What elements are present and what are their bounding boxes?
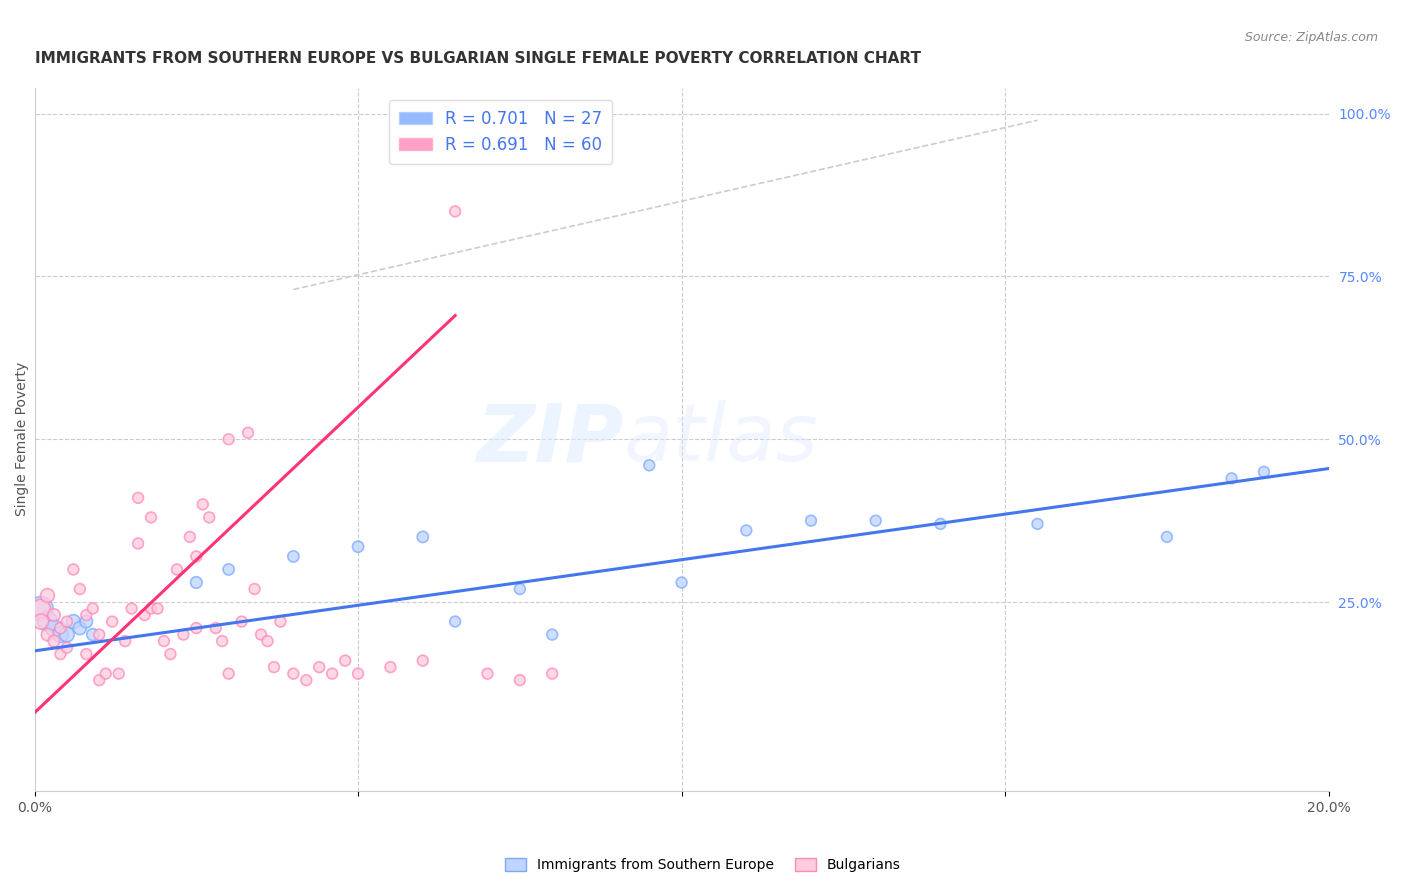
Point (250, 627, 273, 641)
Point (204, 621, 226, 635)
Point (49, 621, 72, 635)
Point (89, 673, 111, 688)
Legend: Immigrants from Southern Europe, Bulgarians: Immigrants from Southern Europe, Bulgari… (499, 853, 907, 878)
Point (333, 654, 356, 668)
Point (231, 615, 253, 629)
Point (243, 582, 266, 596)
Point (89, 627, 111, 641)
Point (134, 608, 156, 623)
Point (166, 562, 188, 576)
Point (186, 575, 208, 590)
Point (269, 615, 291, 629)
Point (191, 497, 214, 511)
Point (186, 621, 208, 635)
Point (56, 615, 79, 629)
Point (69, 582, 91, 596)
Point (139, 510, 162, 524)
Point (121, 601, 143, 615)
Point (1026, 516, 1049, 531)
Point (671, 575, 693, 590)
Point (263, 660, 285, 674)
Point (218, 432, 240, 446)
Point (347, 540, 370, 554)
Point (49, 627, 72, 641)
Point (509, 673, 531, 688)
Point (179, 530, 201, 544)
Text: ZIP: ZIP (477, 401, 623, 478)
Text: IMMIGRANTS FROM SOUTHERN EUROPE VS BULGARIAN SINGLE FEMALE POVERTY CORRELATION C: IMMIGRANTS FROM SOUTHERN EUROPE VS BULGA… (35, 51, 921, 66)
Point (1253, 465, 1275, 479)
Point (1156, 530, 1178, 544)
Point (42, 608, 65, 623)
Point (218, 562, 240, 576)
Point (139, 601, 162, 615)
Point (865, 514, 887, 528)
Point (347, 666, 370, 681)
Point (198, 510, 221, 524)
Point (56, 640, 79, 655)
Point (127, 491, 149, 505)
Point (69, 621, 91, 635)
Point (37, 627, 59, 641)
Point (412, 530, 434, 544)
Point (146, 601, 169, 615)
Point (49, 647, 72, 661)
Point (94, 666, 117, 681)
Point (444, 204, 467, 219)
Point (159, 647, 181, 661)
Point (283, 666, 305, 681)
Point (444, 615, 467, 629)
Point (321, 666, 343, 681)
Point (541, 666, 564, 681)
Point (308, 660, 330, 674)
Point (42, 621, 65, 635)
Point (800, 514, 823, 528)
Point (380, 660, 402, 674)
Point (256, 634, 278, 648)
Point (172, 627, 194, 641)
Point (295, 673, 318, 688)
Point (37, 615, 59, 629)
Point (114, 634, 136, 648)
Point (283, 549, 305, 564)
Point (412, 654, 434, 668)
Point (107, 666, 129, 681)
Point (62, 562, 84, 576)
Point (127, 536, 149, 550)
Point (75, 647, 97, 661)
Point (541, 627, 564, 641)
Point (30, 615, 52, 629)
Y-axis label: Single Female Poverty: Single Female Poverty (15, 362, 30, 516)
Point (929, 516, 952, 531)
Point (56, 627, 79, 641)
Legend: R = 0.701   N = 27, R = 0.691   N = 60: R = 0.701 N = 27, R = 0.691 N = 60 (388, 100, 613, 164)
Point (477, 666, 499, 681)
Point (42, 634, 65, 648)
Point (1220, 471, 1243, 485)
Point (218, 666, 240, 681)
Text: atlas: atlas (623, 401, 818, 478)
Point (82, 601, 104, 615)
Point (211, 634, 233, 648)
Point (101, 615, 124, 629)
Point (62, 615, 84, 629)
Point (153, 634, 176, 648)
Text: Source: ZipAtlas.com: Source: ZipAtlas.com (1244, 31, 1378, 45)
Point (735, 524, 758, 538)
Point (37, 589, 59, 603)
Point (30, 601, 52, 615)
Point (82, 627, 104, 641)
Point (186, 549, 208, 564)
Point (509, 582, 531, 596)
Point (638, 458, 661, 473)
Point (75, 608, 97, 623)
Point (30, 601, 52, 615)
Point (236, 425, 259, 440)
Point (75, 615, 97, 629)
